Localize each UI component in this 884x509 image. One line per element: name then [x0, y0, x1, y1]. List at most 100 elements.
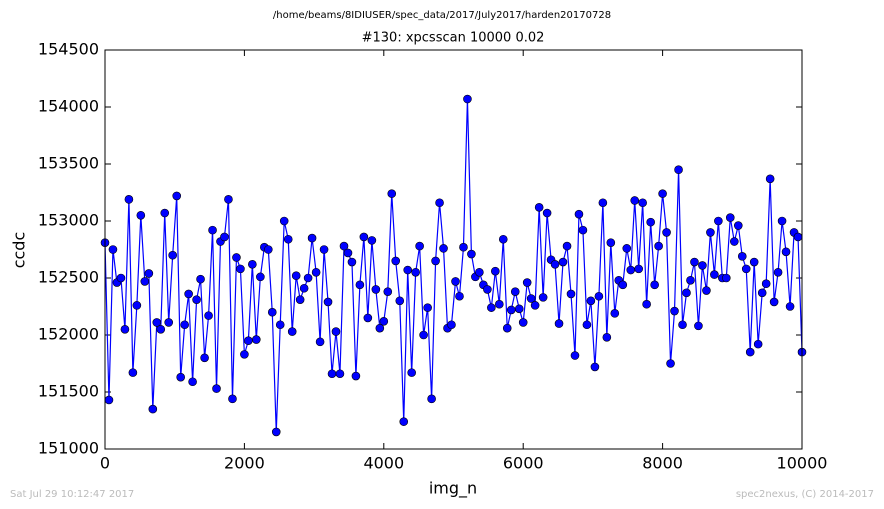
- data-point: [455, 291, 464, 301]
- data-point: [160, 208, 170, 218]
- data-point: [638, 198, 647, 208]
- data-point: [124, 195, 134, 204]
- data-point: [275, 320, 285, 330]
- data-point: [582, 320, 592, 330]
- data-point: [690, 257, 699, 267]
- data-point: [415, 241, 424, 251]
- data-point: [447, 320, 456, 330]
- data-point: [534, 203, 544, 212]
- data-point: [491, 266, 500, 276]
- data-point: [156, 324, 166, 334]
- data-point: [606, 238, 616, 247]
- data-point: [602, 332, 612, 342]
- data-point: [650, 280, 659, 290]
- data-point: [367, 236, 377, 245]
- data-point: [204, 311, 213, 320]
- data-point: [642, 299, 651, 309]
- footer-right: spec2nexus, (C) 2014-2017: [736, 489, 874, 500]
- data-point: [737, 252, 747, 261]
- data-point: [240, 350, 249, 359]
- data-point: [423, 303, 432, 312]
- data-point: [793, 232, 803, 242]
- data-point: [558, 257, 568, 267]
- data-point: [459, 242, 468, 252]
- footer-left: Sat Jul 29 10:12:47 2017: [10, 489, 134, 500]
- data-point: [610, 309, 620, 318]
- data-point: [435, 198, 444, 208]
- data-point: [248, 260, 257, 269]
- data-point: [271, 427, 281, 437]
- data-point: [467, 249, 476, 259]
- data-point: [323, 297, 333, 307]
- data-point: [116, 273, 126, 283]
- data-point: [753, 339, 763, 349]
- data-point: [598, 198, 608, 208]
- data-point: [244, 336, 253, 346]
- data-point: [698, 261, 707, 270]
- data-point: [526, 294, 536, 303]
- data-point: [781, 247, 791, 257]
- data-point: [236, 264, 245, 274]
- data-point: [550, 260, 560, 269]
- data-point: [220, 232, 229, 242]
- data-point: [670, 306, 679, 316]
- data-point: [514, 304, 524, 314]
- data-point: [192, 295, 201, 304]
- data-point: [108, 245, 118, 254]
- data-point: [451, 277, 460, 286]
- data-point: [299, 283, 309, 293]
- data-point: [745, 347, 755, 357]
- data-point: [654, 241, 663, 251]
- data-point: [706, 228, 715, 237]
- x-tick-label: 4000: [363, 454, 404, 473]
- data-point: [283, 234, 293, 244]
- data-point: [335, 369, 345, 379]
- data-point: [176, 372, 185, 382]
- data-point: [686, 275, 695, 285]
- data-point: [208, 225, 217, 235]
- data-point: [347, 257, 357, 267]
- data-point: [658, 189, 667, 198]
- y-tick-label: 154000: [38, 97, 99, 116]
- data-point: [483, 285, 492, 294]
- data-point: [714, 216, 723, 226]
- data-point: [757, 288, 767, 298]
- data-point: [710, 270, 719, 279]
- data-point: [634, 264, 643, 274]
- y-tick-label: 154500: [38, 40, 99, 59]
- data-point: [510, 287, 520, 296]
- data-point: [498, 234, 508, 244]
- data-point: [682, 288, 691, 298]
- data-point: [741, 264, 751, 274]
- data-point: [200, 353, 209, 363]
- data-point: [765, 174, 775, 184]
- data-point: [678, 320, 687, 330]
- y-tick-label: 152000: [38, 325, 99, 344]
- data-point: [761, 279, 771, 289]
- y-tick-label: 151500: [38, 382, 99, 401]
- data-point: [427, 394, 436, 404]
- data-point: [144, 269, 154, 278]
- data-point: [538, 293, 548, 302]
- data-point: [475, 267, 484, 277]
- x-axis-label: img_n: [429, 479, 477, 499]
- data-point: [327, 369, 337, 379]
- data-point: [785, 302, 795, 311]
- data-point: [128, 368, 138, 377]
- data-point: [662, 228, 671, 237]
- data-point: [188, 377, 197, 387]
- data-point: [463, 94, 472, 104]
- data-point: [331, 327, 341, 336]
- data-point: [152, 318, 162, 327]
- data-point: [399, 417, 409, 426]
- data-point: [180, 320, 189, 330]
- data-point: [578, 225, 588, 235]
- data-point: [136, 211, 146, 220]
- data-point: [403, 265, 413, 275]
- data-point: [777, 216, 787, 226]
- data-point: [383, 287, 393, 296]
- data-point: [232, 253, 241, 262]
- data-point: [570, 351, 580, 360]
- data-point: [168, 250, 177, 260]
